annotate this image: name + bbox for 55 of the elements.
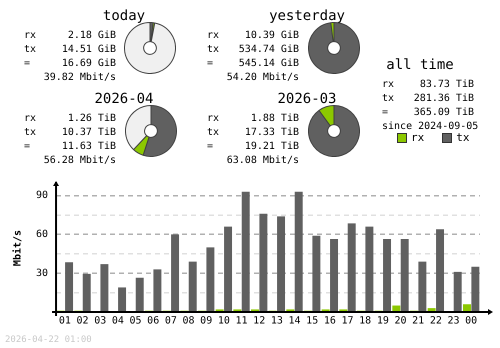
- x-tick-label: 20: [394, 316, 407, 327]
- legend-label: rx: [411, 131, 424, 144]
- x-tick-label: 07: [164, 316, 177, 327]
- x-tick-label: 16: [324, 316, 336, 327]
- text: since 2024-09-05: [382, 120, 478, 133]
- text: 63.08 Mbit/s: [226, 154, 299, 167]
- x-tick-label: 04: [112, 316, 124, 327]
- text: rx 83.73 TiB: [382, 79, 474, 90]
- x-tick-label: 08: [182, 316, 195, 327]
- chart-title: 2026-04: [93, 91, 154, 107]
- text: rx 1.88 TiB: [207, 113, 299, 124]
- x-tick-label: 19: [376, 316, 389, 327]
- x-tick-label: 01: [58, 316, 71, 327]
- text: = 11.63 TiB: [24, 141, 116, 152]
- chart-title: 2026-03: [276, 91, 338, 107]
- x-tick-label: 06: [147, 316, 160, 327]
- x-tick-label: 18: [359, 316, 372, 327]
- y-tick-label: 30: [36, 268, 48, 279]
- text: rx 1.26 TiB: [24, 113, 116, 124]
- text: 54.20 Mbit/s: [226, 71, 299, 84]
- x-tick-label: 02: [76, 316, 89, 327]
- x-tick-label: 11: [236, 316, 248, 327]
- x-tick-label: 10: [218, 316, 230, 327]
- legend-label: tx: [456, 131, 470, 144]
- x-tick-label: 23: [447, 316, 460, 327]
- x-tick-label: 14: [288, 316, 301, 327]
- text: rx 10.39 GiB: [207, 30, 299, 41]
- text: = 545.14 GiB: [207, 58, 299, 69]
- x-tick-label: 21: [412, 316, 424, 327]
- text: tx 534.74 GiB: [207, 44, 299, 55]
- text: tx 10.37 TiB: [24, 127, 116, 138]
- x-tick-label: 05: [130, 316, 142, 327]
- text: tx 14.51 GiB: [24, 44, 116, 55]
- text: rx 2.18 GiB: [24, 30, 116, 41]
- text: 56.28 Mbit/s: [42, 154, 116, 167]
- x-tick-label: 00: [465, 316, 478, 327]
- text: = 19.21 TiB: [207, 141, 299, 152]
- x-tick-label: 03: [94, 316, 106, 327]
- x-tick-label: 13: [270, 316, 283, 327]
- text: = 16.69 GiB: [24, 58, 116, 69]
- x-tick-label: 17: [341, 316, 354, 327]
- chart-title: today: [102, 8, 146, 24]
- text: tx 281.36 TiB: [382, 93, 474, 104]
- text: all time: [385, 57, 455, 73]
- x-tick-label: 15: [306, 316, 318, 327]
- y-tick-label: 90: [36, 190, 48, 202]
- text: 39.82 Mbit/s: [42, 71, 116, 84]
- text: tx 17.33 TiB: [207, 127, 299, 138]
- y-axis-title: Mbit/s: [12, 230, 24, 266]
- text: = 365.09 TiB: [382, 107, 474, 118]
- x-tick-label: 22: [430, 316, 442, 327]
- x-tick-label: 09: [200, 316, 212, 327]
- x-tick-label: 12: [253, 316, 266, 327]
- y-tick-label: 60: [36, 229, 48, 240]
- chart-title: yesterday: [268, 8, 346, 24]
